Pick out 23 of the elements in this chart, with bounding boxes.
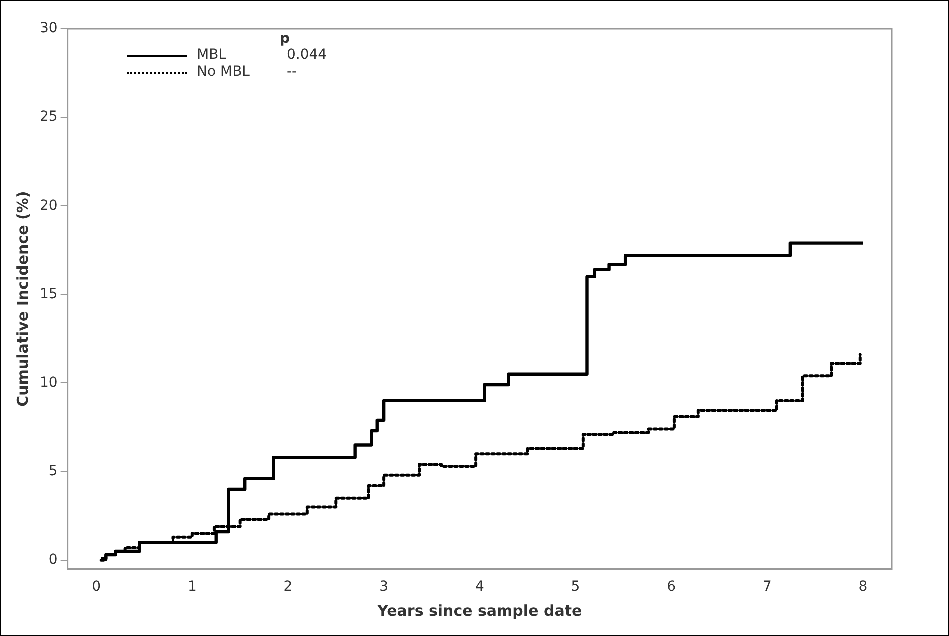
annotation: p	[280, 31, 290, 47]
y-tick-label: 0	[48, 552, 58, 568]
annotation: 0.044	[287, 47, 328, 64]
y-tick-label: 30	[40, 20, 58, 37]
x-tick-label: 1	[188, 579, 197, 596]
x-tick-label: 4	[475, 579, 484, 596]
y-tick-label: 15	[40, 286, 58, 302]
x-tick-label: 5	[571, 579, 580, 596]
annotation: --	[287, 64, 298, 81]
x-tick-label: 2	[284, 579, 293, 596]
x-tick-label: 7	[762, 579, 772, 596]
y-tick-label: 10	[40, 374, 58, 391]
y-tick-label: 25	[40, 109, 58, 126]
y-axis-title: Cumulative Incidence (%)	[14, 191, 32, 407]
legend-label: MBL	[197, 47, 228, 64]
legend-label: No MBL	[197, 64, 251, 81]
x-tick-label: 3	[380, 579, 389, 596]
y-tick-label: 5	[48, 463, 58, 480]
x-tick-label: 8	[858, 579, 868, 596]
x-tick-label: 6	[667, 579, 676, 596]
y-tick-label: 20	[40, 198, 58, 214]
x-tick-label: 0	[92, 579, 102, 596]
x-axis-title: Years since sample date	[376, 602, 582, 620]
